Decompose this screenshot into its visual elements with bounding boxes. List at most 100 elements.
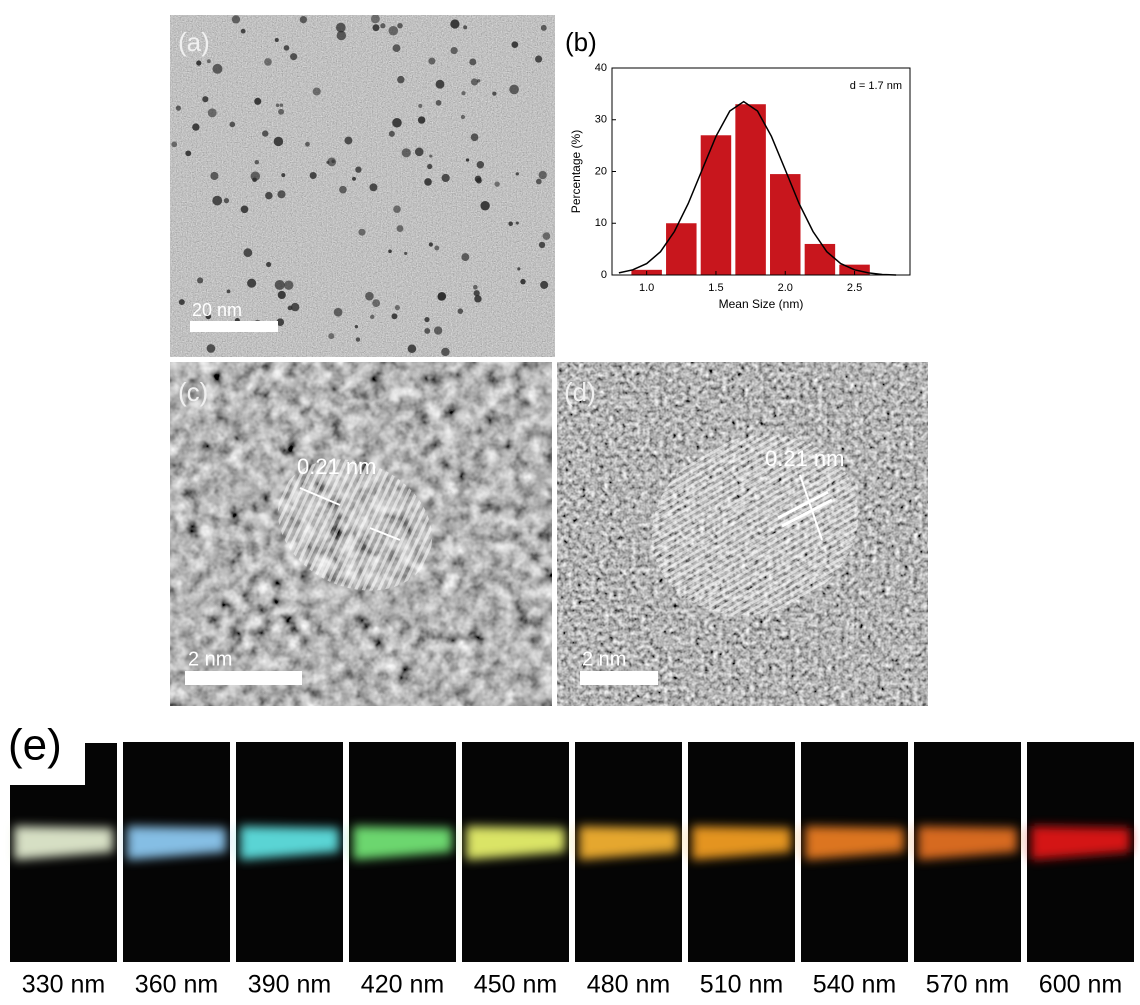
particle (284, 280, 294, 290)
particle (265, 191, 273, 200)
particle (470, 78, 479, 86)
label-bg (685, 965, 798, 1005)
particle (463, 25, 468, 30)
particle (202, 96, 209, 103)
label-bg (233, 965, 346, 1005)
particle (538, 241, 546, 249)
label-bg (7, 965, 120, 1005)
annotation: d = 1.7 nm (850, 80, 902, 92)
particle (262, 130, 269, 137)
particle (358, 228, 366, 236)
particle (370, 314, 375, 320)
label-bg (572, 965, 685, 1005)
histogram: 0 10 20 30 40 1.0 1.5 2.0 2.5 Mean Size (nm) Perce… (569, 62, 911, 311)
bar (735, 104, 766, 275)
particle (424, 317, 430, 323)
wavelength-label: 540 nm (813, 971, 896, 999)
particle (515, 221, 519, 225)
wavelength-label: 510 nm (700, 971, 783, 999)
spacing-label: 0.21 nm (297, 454, 377, 479)
particle (197, 277, 204, 284)
particle (274, 279, 285, 290)
particle (278, 108, 285, 115)
particle (441, 347, 450, 357)
particle (333, 307, 343, 317)
particle (392, 44, 401, 53)
emission-band (14, 826, 113, 860)
panel-label: (b) (565, 27, 597, 57)
particle (254, 159, 260, 165)
y-tick-label: 10 (595, 217, 607, 229)
particle (276, 318, 285, 327)
particle (417, 116, 426, 124)
particle (196, 60, 202, 66)
fringe (630, 459, 884, 612)
x-tick-label: 2.0 (778, 282, 793, 294)
particle (328, 333, 335, 340)
particle (461, 253, 470, 262)
particle (372, 299, 381, 308)
particle (476, 177, 482, 184)
arrow (799, 474, 823, 541)
bar (770, 174, 801, 275)
bar (666, 223, 697, 275)
fringe (626, 433, 877, 586)
hrtem-image (557, 362, 928, 706)
particle (393, 205, 401, 213)
x-axis-label: Mean Size (nm) (719, 297, 804, 311)
particle (469, 58, 477, 66)
scale-bar-label: 2 nm (188, 648, 232, 670)
particle (401, 148, 411, 158)
x-tick-label: 1.5 (708, 282, 723, 294)
particle (283, 45, 290, 51)
particle (344, 136, 353, 145)
particle (355, 337, 361, 342)
particle (252, 177, 257, 183)
y-axis-label: Percentage (%) (569, 130, 583, 213)
particle (275, 103, 280, 108)
wavelength-label: 480 nm (587, 971, 670, 999)
particle (207, 108, 217, 118)
fringe (626, 438, 880, 591)
emission-band (805, 826, 904, 860)
particle (223, 197, 230, 204)
fringe-mark (777, 490, 829, 520)
nanoparticles (171, 15, 551, 357)
fringe (376, 457, 454, 616)
emission-band (240, 826, 339, 860)
fringe (626, 443, 883, 596)
label-bg (346, 965, 459, 1005)
arrow (369, 527, 401, 541)
particle (515, 172, 519, 176)
spacing-label: 0.21 nm (765, 446, 845, 471)
panel-label: (d) (564, 377, 596, 407)
particle (418, 103, 423, 108)
particle (281, 173, 286, 178)
particle (535, 178, 542, 185)
wavelength-label: 570 nm (926, 971, 1009, 999)
particle (470, 133, 479, 142)
wavelength-label: 420 nm (361, 971, 444, 999)
particle (247, 278, 257, 288)
particle (460, 114, 466, 120)
particle (397, 22, 403, 29)
particle (437, 291, 447, 301)
particle (335, 22, 346, 33)
particle (212, 195, 223, 206)
particle (433, 326, 443, 335)
particle (370, 15, 380, 24)
hrtem-image (170, 362, 552, 706)
panel-label: (a) (178, 27, 210, 57)
particle (540, 24, 547, 31)
particle (391, 313, 398, 320)
x-tick-label: 1.0 (639, 282, 654, 294)
emission-band (692, 826, 791, 860)
scale-bar-label: 2 nm (582, 648, 626, 670)
particle (290, 53, 298, 61)
particle (369, 183, 378, 192)
particle (240, 28, 246, 34)
scale-bar (185, 671, 302, 685)
particle (473, 284, 478, 290)
particle (435, 79, 445, 89)
particle (171, 141, 178, 148)
